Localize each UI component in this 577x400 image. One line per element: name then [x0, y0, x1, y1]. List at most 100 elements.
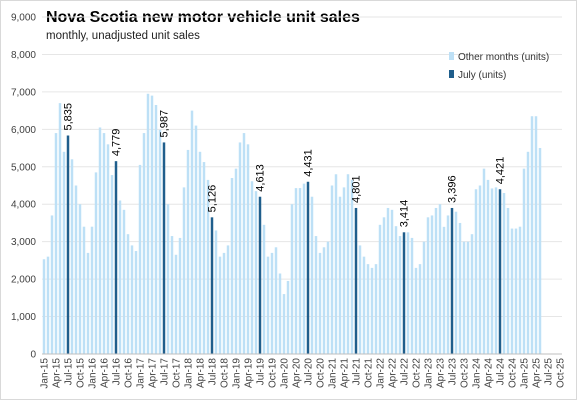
y-tick-label: 1,000: [11, 312, 36, 323]
bar-other-month: [350, 179, 354, 354]
y-tick-label: 8,000: [11, 50, 36, 61]
bar-other-month: [270, 252, 274, 354]
data-label-july: 5,987: [159, 110, 171, 138]
bar-other-month: [290, 204, 294, 354]
bar-july: [210, 217, 214, 354]
bar-other-month: [434, 207, 438, 354]
bar-other-month: [170, 236, 174, 354]
bar-other-month: [534, 116, 538, 354]
bar-other-month: [94, 172, 98, 354]
x-tick-label: Oct-22: [412, 358, 423, 388]
bar-other-month: [74, 185, 78, 354]
bar-other-month: [46, 256, 50, 354]
bar-other-month: [138, 164, 142, 354]
bar-other-month: [430, 215, 434, 354]
bar-july: [354, 207, 358, 354]
bar-other-month: [122, 209, 126, 354]
bar-other-month: [362, 256, 366, 354]
bar-other-month: [478, 185, 482, 354]
bar-other-month: [318, 252, 322, 354]
bar-other-month: [274, 247, 278, 354]
bar-other-month: [438, 204, 442, 354]
bar-other-month: [54, 133, 58, 354]
bar-other-month: [406, 232, 410, 354]
bar-other-month: [390, 209, 394, 354]
x-tick-label: Apr-21: [340, 358, 351, 388]
bar-other-month: [134, 251, 138, 354]
bar-other-month: [490, 188, 494, 354]
bar-other-month: [110, 175, 114, 354]
bar-other-month: [150, 95, 154, 354]
bar-other-month: [206, 179, 210, 354]
bar-other-month: [386, 207, 390, 354]
bar-other-month: [494, 187, 498, 354]
bar-july: [498, 189, 502, 354]
data-label-july: 3,396: [447, 175, 459, 203]
x-tick-label: Jan-19: [232, 358, 243, 389]
bar-other-month: [422, 241, 426, 354]
bars: [42, 93, 542, 354]
bar-other-month: [154, 104, 158, 354]
bar-other-month: [378, 224, 382, 354]
y-tick-label: 6,000: [11, 125, 36, 136]
x-tick-label: Jul-24: [496, 358, 507, 386]
x-tick-label: Oct-16: [124, 358, 135, 388]
bar-other-month: [174, 254, 178, 354]
x-tick-label: Jul-17: [160, 358, 171, 386]
bar-other-month: [398, 236, 402, 354]
bar-other-month: [462, 241, 466, 354]
data-label-july: 5,835: [63, 103, 75, 131]
bar-other-month: [518, 226, 522, 354]
bar-other-month: [458, 222, 462, 354]
data-labels: 5,835 4,779 5,987 5,126 4,613 4,431 4,801 3,414…: [63, 103, 507, 227]
bar-other-month: [482, 168, 486, 354]
bar-other-month: [282, 294, 286, 354]
bar-other-month: [342, 187, 346, 354]
bar-other-month: [230, 178, 234, 354]
bar-other-month: [314, 236, 318, 354]
bar-other-month: [506, 207, 510, 354]
x-tick-label: Apr-23: [436, 358, 447, 388]
x-tick-label: Jan-17: [136, 358, 147, 389]
bar-other-month: [146, 93, 150, 354]
x-tick-label: Jul-21: [352, 358, 363, 386]
x-tick-label: Oct-21: [364, 358, 375, 388]
data-label-july: 5,126: [207, 185, 219, 213]
x-tick-label: Jul-16: [112, 358, 123, 386]
bar-other-month: [514, 228, 518, 354]
x-tick-label: Apr-17: [148, 358, 159, 388]
bar-other-month: [126, 234, 130, 354]
bar-other-month: [82, 226, 86, 354]
bar-other-month: [58, 103, 62, 354]
bar-july: [402, 232, 406, 354]
bar-other-month: [62, 151, 66, 354]
bar-other-month: [410, 237, 414, 354]
bar-other-month: [278, 273, 282, 354]
bar-other-month: [470, 234, 474, 354]
bar-other-month: [222, 252, 226, 354]
bar-other-month: [338, 196, 342, 354]
bar-other-month: [98, 127, 102, 354]
x-tick-label: Jul-19: [256, 358, 267, 386]
x-tick-label: Jan-24: [472, 358, 483, 389]
bar-july: [450, 207, 454, 354]
legend-swatch-july: [449, 70, 454, 78]
data-label-july: 4,779: [111, 129, 123, 157]
x-tick-label: Jan-25: [520, 358, 531, 389]
x-tick-label: Jul-18: [208, 358, 219, 386]
x-tick-label: Apr-16: [100, 358, 111, 388]
bar-other-month: [254, 191, 258, 354]
bar-other-month: [330, 185, 334, 354]
bar-other-month: [142, 133, 146, 354]
bar-other-month: [214, 230, 218, 354]
data-label-july: 4,801: [351, 175, 363, 203]
x-tick-label: Jan-16: [88, 358, 99, 389]
bar-other-month: [466, 241, 470, 354]
bar-other-month: [394, 226, 398, 354]
y-tick-label: 7,000: [11, 87, 36, 98]
data-label-july: 3,414: [399, 200, 411, 228]
legend: Other months (units) July (units): [449, 52, 549, 81]
legend-label-other-months: Other months (units): [458, 52, 549, 63]
x-tick-label: Jul-20: [304, 358, 315, 386]
bar-other-month: [202, 162, 206, 354]
